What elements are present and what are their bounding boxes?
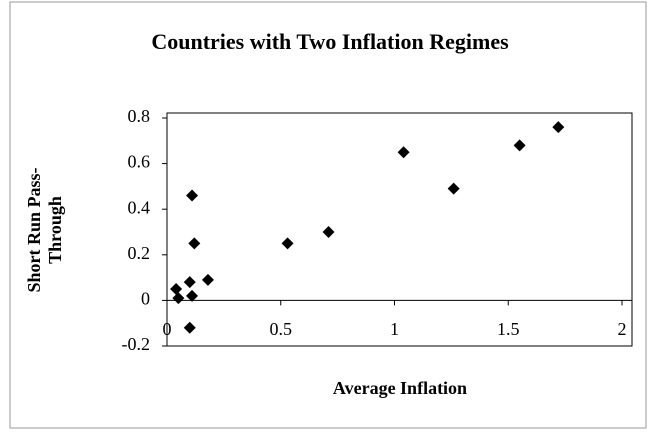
chart-title: Countries with Two Inflation Regimes xyxy=(151,29,509,54)
y-tick-label: -0.2 xyxy=(122,334,151,354)
point xyxy=(172,292,185,305)
point xyxy=(186,289,199,302)
point xyxy=(552,121,565,134)
point xyxy=(447,182,460,195)
y-tick-label: 0.4 xyxy=(128,197,151,217)
x-tick-label: 0.5 xyxy=(270,319,293,339)
point xyxy=(397,146,410,159)
point xyxy=(201,273,214,286)
chart-frame xyxy=(9,1,647,429)
point xyxy=(513,139,526,152)
point xyxy=(322,226,335,238)
y-tick-label: 0.6 xyxy=(128,152,151,172)
y-tick-label: 0.8 xyxy=(128,106,151,126)
plot-frame xyxy=(166,112,633,347)
x-tick-label: 1 xyxy=(390,319,399,339)
y-axis-label: Short Run Pass-Through xyxy=(24,167,65,293)
y-tick-label: 0.2 xyxy=(128,243,151,263)
point xyxy=(188,237,201,250)
x-tick-label: 2 xyxy=(618,319,627,339)
x-tick-label: 0 xyxy=(163,319,172,339)
point xyxy=(281,237,294,250)
x-tick-label: 1.5 xyxy=(497,319,520,339)
point xyxy=(183,321,196,334)
x-axis-label: Average Inflation xyxy=(333,378,467,398)
y-tick-label: 0 xyxy=(141,289,150,309)
point xyxy=(186,189,199,202)
point xyxy=(170,283,183,295)
point xyxy=(183,276,196,289)
